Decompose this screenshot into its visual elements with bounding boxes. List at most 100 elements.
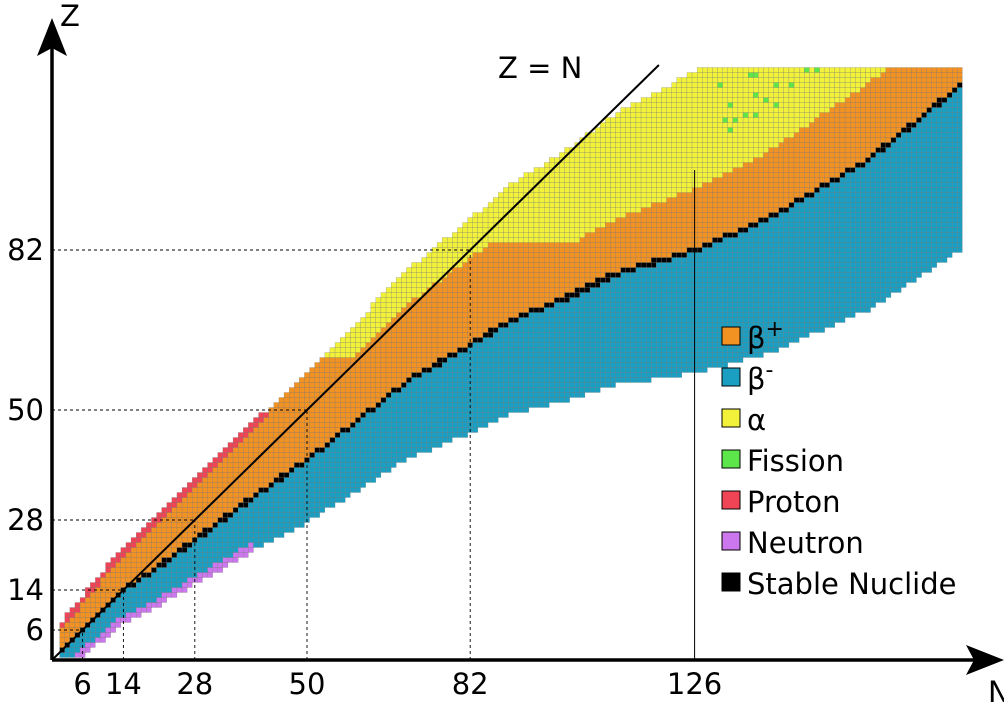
cell-beta_minus: [528, 347, 535, 353]
cell-beta_minus: [477, 357, 484, 363]
cell-beta_plus: [559, 282, 565, 288]
cell-beta_minus: [273, 512, 280, 518]
cell-beta_minus: [406, 407, 412, 413]
cell-alpha: [610, 127, 616, 133]
cell-beta_plus: [544, 262, 550, 268]
cell-neutron: [222, 557, 229, 563]
cell-beta_plus: [528, 287, 535, 293]
cell-beta_minus: [365, 462, 371, 468]
cell-beta_minus: [697, 287, 703, 293]
cell-alpha: [595, 142, 601, 148]
cell-beta_minus: [156, 567, 162, 573]
cell-beta_plus: [151, 552, 157, 558]
cell-beta_minus: [523, 342, 529, 348]
cell-beta_minus: [212, 527, 218, 533]
cell-alpha: [370, 317, 376, 323]
cell-beta_minus: [141, 577, 147, 583]
cell-alpha: [727, 97, 733, 103]
cell-beta_plus: [523, 282, 529, 288]
cell-beta_minus: [482, 352, 489, 358]
cell-beta_minus: [600, 322, 606, 328]
cell-beta_minus: [651, 367, 657, 373]
cell-beta_minus: [452, 372, 458, 378]
cell-beta_plus: [702, 192, 708, 198]
cell-alpha: [554, 207, 560, 213]
cell-beta_plus: [238, 462, 244, 468]
cell-beta_plus: [181, 497, 188, 503]
cell-beta_minus: [370, 467, 376, 473]
cell-beta_minus: [350, 432, 356, 438]
cell-alpha: [365, 332, 371, 338]
cell-alpha: [702, 162, 708, 168]
cell-beta_minus: [334, 492, 341, 498]
cell-beta_minus: [589, 312, 596, 318]
cell-beta_plus: [263, 457, 269, 463]
cell-beta_minus: [436, 417, 443, 423]
cell-alpha: [615, 207, 621, 213]
cell-alpha: [595, 212, 601, 218]
cell-beta_plus: [457, 277, 463, 283]
cell-beta_minus: [589, 287, 596, 293]
cell-beta_plus: [380, 382, 387, 388]
cell-beta_minus: [554, 327, 560, 333]
cell-alpha: [385, 292, 392, 298]
cell-beta_plus: [314, 372, 320, 378]
cell-beta_plus: [125, 577, 132, 583]
cell-beta_plus: [391, 372, 397, 378]
cell-alpha: [640, 172, 647, 178]
cell-beta_plus: [100, 602, 106, 608]
cell-alpha: [579, 152, 586, 158]
cell-beta_minus: [651, 302, 657, 308]
cell-beta_plus: [620, 262, 626, 268]
cell-beta_minus: [380, 447, 387, 453]
cell-alpha: [467, 227, 473, 233]
cell-beta_plus: [610, 222, 616, 228]
cell-beta_minus: [503, 382, 509, 388]
cell-beta_plus: [625, 217, 631, 223]
cell-beta_minus: [533, 397, 540, 403]
cell-beta_minus: [401, 417, 407, 423]
cell-alpha: [559, 187, 565, 193]
cell-alpha: [523, 177, 529, 183]
cell-alpha: [487, 222, 494, 228]
cell-beta_minus: [411, 427, 417, 433]
cell-beta_minus: [564, 327, 570, 333]
cell-beta_plus: [584, 252, 591, 258]
cell-alpha: [574, 147, 580, 153]
cell-beta_minus: [105, 612, 111, 618]
cell-beta_minus: [640, 332, 647, 338]
cell-alpha: [712, 152, 718, 158]
cell-beta_plus: [620, 247, 626, 253]
cell-beta_plus: [396, 327, 402, 333]
cell-beta_plus: [238, 477, 244, 483]
cell-alpha: [656, 142, 662, 148]
cell-alpha: [579, 167, 586, 173]
cell-alpha: [554, 227, 560, 233]
cell-beta_plus: [447, 272, 453, 278]
cell-beta_minus: [365, 427, 371, 433]
cell-beta_plus: [493, 307, 499, 313]
cell-stable: [436, 357, 443, 363]
cell-alpha: [503, 227, 509, 233]
cell-beta_minus: [345, 442, 351, 448]
cell-beta_minus: [426, 417, 433, 423]
cell-beta_minus: [727, 247, 733, 253]
cell-alpha: [610, 182, 616, 188]
cell-beta_minus: [503, 407, 509, 413]
cell-alpha: [697, 162, 703, 168]
cell-stable: [243, 497, 249, 503]
cell-alpha: [640, 197, 647, 203]
cell-beta_plus: [584, 277, 591, 283]
cell-beta_plus: [513, 302, 519, 308]
cell-beta_plus: [406, 362, 412, 368]
cell-beta_plus: [401, 332, 407, 338]
cell-beta_minus: [299, 507, 305, 513]
cell-proton: [141, 527, 147, 533]
cell-beta_plus: [472, 327, 478, 333]
cell-beta_plus: [314, 427, 320, 433]
cell-proton: [115, 557, 121, 563]
cell-alpha: [391, 312, 397, 318]
cell-beta_minus: [635, 342, 642, 348]
cell-beta_minus: [630, 287, 637, 293]
cell-alpha: [712, 107, 718, 113]
